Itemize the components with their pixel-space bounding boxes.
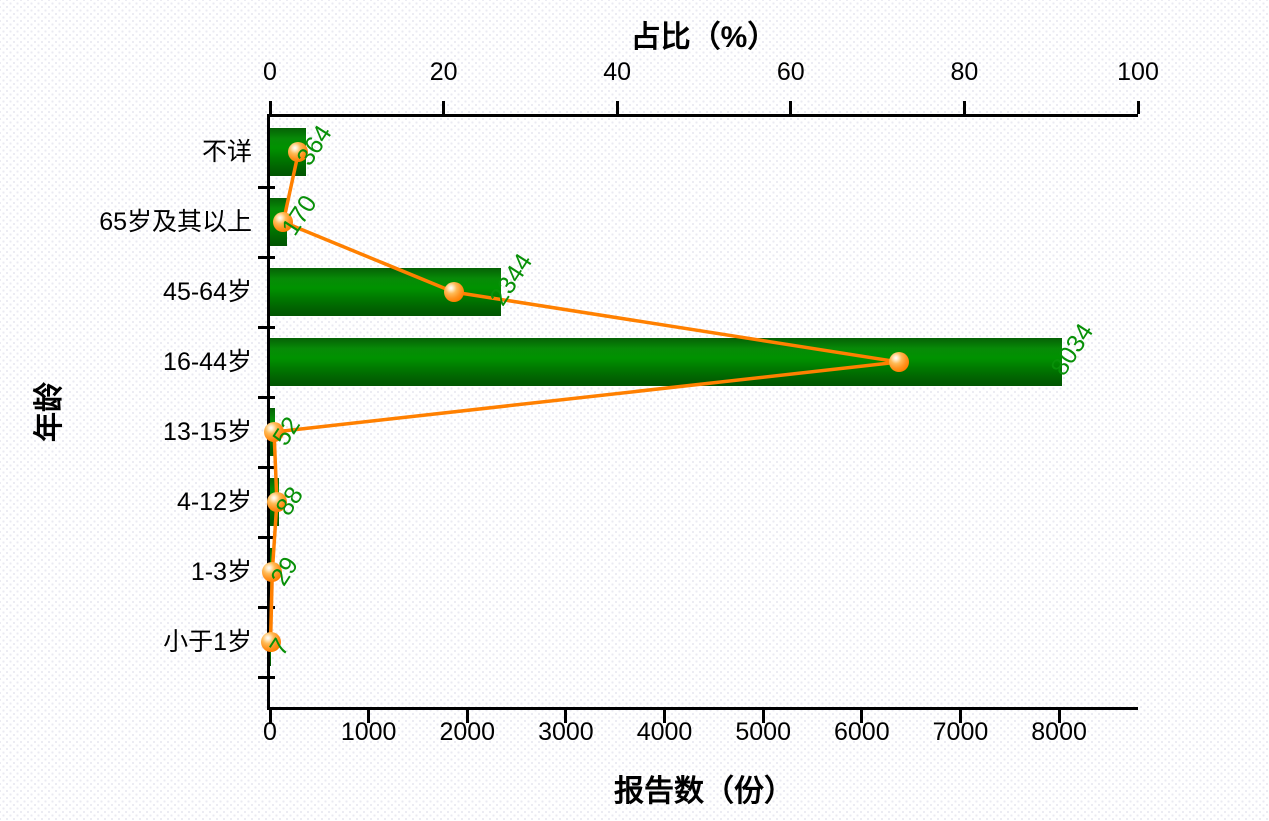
y-axis-tick bbox=[258, 325, 275, 329]
y-axis-line bbox=[267, 114, 270, 710]
bottom-axis-tick bbox=[268, 710, 272, 723]
bottom-axis-tick-label: 4000 bbox=[636, 718, 693, 746]
y-axis-tick bbox=[258, 465, 275, 469]
percent-marker bbox=[262, 562, 283, 582]
bottom-axis-tick bbox=[761, 710, 765, 723]
y-axis-tick bbox=[258, 395, 275, 399]
category-label: 不详 bbox=[201, 138, 252, 166]
top-axis-tick bbox=[268, 101, 272, 114]
y-axis-tick bbox=[258, 255, 275, 259]
top-axis-tick-label: 60 bbox=[776, 58, 805, 86]
y-axis-tick bbox=[258, 185, 275, 189]
bottom-axis-tick bbox=[564, 710, 568, 723]
top-axis-tick-label: 0 bbox=[263, 58, 277, 86]
bottom-axis-tick-label: 0 bbox=[263, 718, 277, 746]
top-axis-line bbox=[267, 114, 1138, 117]
category-label: 小于1岁 bbox=[163, 628, 252, 656]
bottom-axis-tick bbox=[1057, 710, 1061, 723]
y-axis-tick bbox=[258, 535, 275, 539]
top-axis-tick-label: 40 bbox=[603, 58, 632, 86]
bottom-axis-tick bbox=[860, 710, 864, 723]
bottom-axis-tick-label: 1000 bbox=[340, 718, 397, 746]
category-label: 16-44岁 bbox=[163, 348, 252, 376]
bottom-axis-tick bbox=[367, 710, 371, 723]
percent-marker bbox=[266, 492, 287, 512]
top-axis-tick bbox=[1136, 101, 1140, 114]
bottom-axis-tick-label: 7000 bbox=[932, 718, 989, 746]
bottom-axis-tick bbox=[465, 710, 469, 723]
y-axis-tick bbox=[258, 675, 275, 679]
bottom-axis-title: 报告数（份） bbox=[614, 775, 794, 808]
top-axis-tick-label: 100 bbox=[1117, 58, 1159, 86]
category-label: 1-3岁 bbox=[190, 558, 252, 586]
bottom-axis-tick bbox=[663, 710, 667, 723]
bottom-axis-tick-label: 8000 bbox=[1031, 718, 1087, 746]
top-axis-tick bbox=[962, 101, 966, 114]
top-axis-tick-label: 20 bbox=[429, 58, 458, 86]
category-label: 13-15岁 bbox=[163, 418, 252, 446]
top-axis-tick-label: 80 bbox=[950, 58, 979, 86]
percent-marker bbox=[288, 142, 309, 162]
bottom-axis-line bbox=[267, 707, 1138, 710]
category-label: 65岁及其以上 bbox=[99, 208, 252, 236]
percent-marker bbox=[273, 212, 294, 232]
top-axis-tick bbox=[442, 101, 446, 114]
left-axis-title: 年龄 bbox=[33, 382, 66, 442]
y-axis-tick bbox=[258, 605, 275, 609]
bottom-axis-tick-label: 5000 bbox=[735, 718, 791, 746]
bottom-axis-tick-label: 2000 bbox=[439, 718, 496, 746]
top-axis-tick bbox=[615, 101, 619, 114]
category-label: 4-12岁 bbox=[176, 488, 252, 516]
bottom-axis-tick-label: 3000 bbox=[538, 718, 594, 746]
bottom-axis-tick bbox=[958, 710, 962, 723]
top-axis-title: 占比（%） bbox=[630, 21, 778, 54]
percent-marker bbox=[443, 282, 464, 302]
plot-area: 364 170 2344 8034 52 88 29 7 bbox=[258, 101, 1140, 723]
top-axis-tick bbox=[789, 101, 793, 114]
percent-marker bbox=[264, 422, 285, 442]
percent-marker bbox=[888, 352, 909, 372]
bottom-axis-tick-label: 6000 bbox=[834, 718, 890, 746]
bar bbox=[270, 338, 1063, 386]
category-label: 45-64岁 bbox=[163, 278, 252, 306]
percent-marker bbox=[260, 632, 281, 652]
percent-line bbox=[268, 151, 901, 643]
